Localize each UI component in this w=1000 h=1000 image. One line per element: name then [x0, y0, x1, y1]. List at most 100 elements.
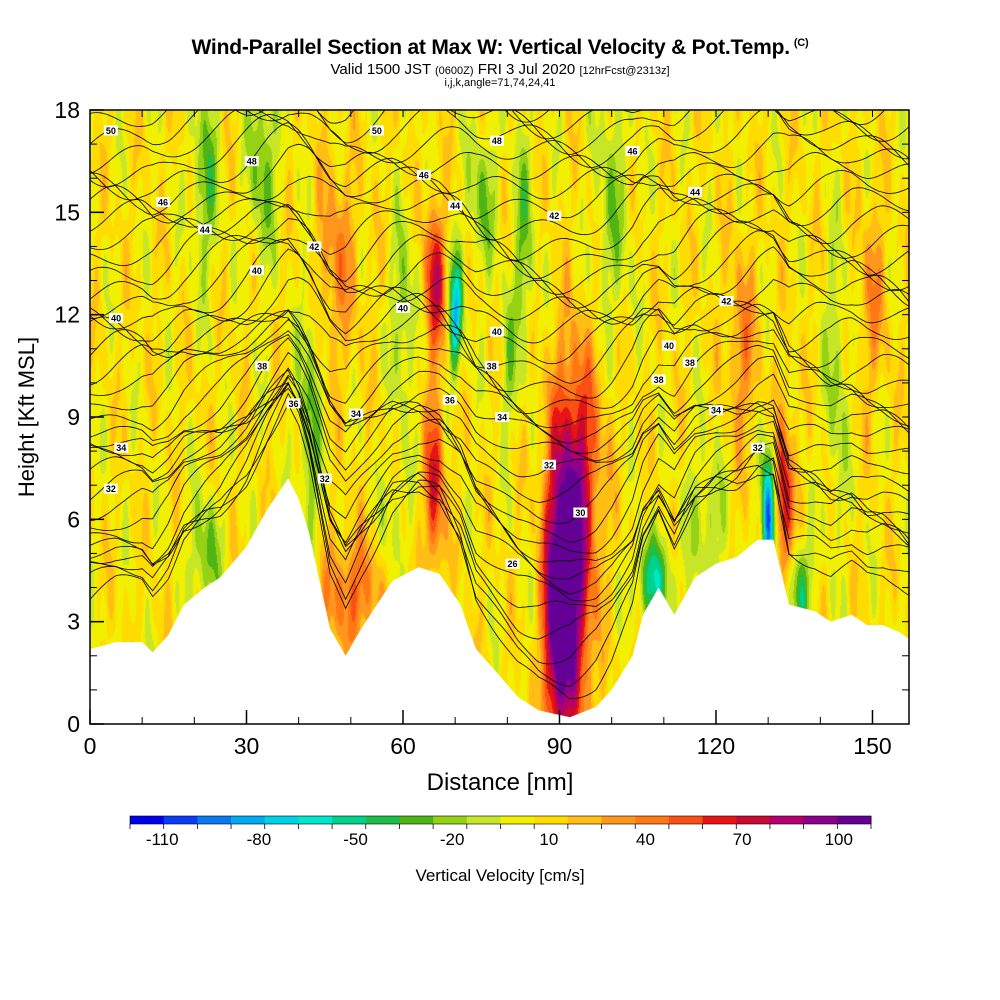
contour-label: 40 — [109, 313, 124, 324]
contour-label: 38 — [255, 360, 270, 371]
theta-contour-line — [90, 382, 909, 640]
contour-label-bg — [505, 558, 520, 569]
contour-label: 44 — [688, 186, 703, 197]
colorbar-tick-label: 40 — [636, 830, 655, 849]
colorbar-tick-label: -20 — [440, 830, 465, 849]
contour-label-bg — [197, 224, 212, 235]
contour-label-bg — [317, 473, 332, 484]
contour-label-bg — [156, 197, 171, 208]
y-axis-label: Height [Kft MSL] — [14, 337, 39, 497]
colorbar-tick-label: -110 — [146, 830, 179, 849]
chart-subtitle: Valid 1500 JST (0600Z) FRI 3 Jul 2020 [1… — [0, 61, 1000, 78]
contour-label: 40 — [662, 340, 677, 351]
y-tick-label: 0 — [67, 711, 80, 737]
contour-label-text: 40 — [252, 266, 262, 276]
contour-label: 50 — [369, 125, 384, 136]
colorbar-swatch — [433, 816, 468, 824]
contour-label-bg — [489, 326, 504, 337]
x-tick-label: 150 — [853, 733, 891, 759]
contour-label-bg — [448, 200, 463, 211]
colorbar-swatch — [264, 816, 299, 824]
colorbar-swatch — [365, 816, 400, 824]
subtitle-zulu: (0600Z) — [435, 65, 474, 77]
theta-contour-line — [90, 309, 909, 444]
colorbar: -110 -80 -50 -20 10 40 70 100 — [129, 815, 872, 849]
x-tick-label: 0 — [84, 733, 97, 759]
contour-label: 32 — [542, 459, 557, 470]
contour-label-text: 46 — [158, 198, 168, 208]
theta-contour-line — [90, 238, 909, 344]
contour-label-text: 30 — [575, 508, 585, 518]
contour-label: 32 — [750, 442, 765, 453]
contour-label-bg — [708, 405, 723, 416]
chart-subtitle-2: i,j,k,angle=71,74,24,41 — [444, 77, 556, 89]
theta-contour-line — [90, 277, 909, 384]
contour-label: 38 — [484, 360, 499, 371]
contour-label: 30 — [573, 507, 588, 518]
theta-contour-line — [90, 367, 909, 595]
contour-label-text: 44 — [450, 201, 460, 211]
theta-contour-line — [90, 387, 909, 554]
theta-contours — [90, 110, 909, 700]
theta-contour-line — [90, 376, 909, 602]
contour-label: 36 — [286, 398, 301, 409]
contour-label-text: 42 — [721, 297, 731, 307]
x-tick-label: 120 — [697, 733, 735, 759]
contour-label-bg — [542, 459, 557, 470]
contour-label-text: 40 — [111, 314, 121, 324]
colorbar-tick-label: 70 — [733, 830, 752, 849]
theta-contour-line — [90, 333, 909, 478]
theta-contour-line — [90, 374, 909, 543]
contour-label-text: 40 — [492, 327, 502, 337]
contour-label-text: 42 — [549, 211, 559, 221]
contour-label-text: 38 — [257, 361, 267, 371]
theta-contour-line — [90, 237, 909, 325]
theta-contour-line — [90, 143, 909, 220]
colorbar-tick-label: -80 — [247, 830, 272, 849]
theta-contour-line — [90, 197, 909, 279]
contour-label-text: 50 — [106, 126, 116, 136]
contour-label-bg — [573, 507, 588, 518]
theta-contour-line — [90, 382, 909, 563]
x-axis-label: Distance [nm] — [427, 769, 574, 796]
theta-contour-line — [90, 218, 909, 309]
contour-label-text: 46 — [628, 146, 638, 156]
contour-label-text: 32 — [106, 484, 116, 494]
colorbar-swatch — [736, 816, 771, 824]
contour-label-bg — [369, 125, 384, 136]
contour-label-bg — [625, 145, 640, 156]
title-mark: (C) — [793, 37, 809, 49]
contour-label-bg — [662, 340, 677, 351]
contour-label-bg — [109, 313, 124, 324]
contour-label: 32 — [317, 473, 332, 484]
contour-label: 34 — [708, 405, 723, 416]
y-tick-label: 18 — [54, 97, 80, 123]
contour-label: 48 — [489, 135, 504, 146]
contour-label-bg — [484, 360, 499, 371]
x-tick-label: 60 — [390, 733, 416, 759]
contour-label-text: 32 — [753, 443, 763, 453]
contour-label: 34 — [495, 412, 510, 423]
colorbar-swatch — [837, 816, 872, 824]
colorbar-swatch — [130, 816, 165, 824]
y-tick-label: 9 — [67, 404, 80, 430]
y-tick-label: 3 — [67, 609, 80, 635]
colorbar-swatch — [601, 816, 636, 824]
contour-label: 42 — [307, 241, 322, 252]
contour-label-bg — [244, 156, 259, 167]
contour-label: 32 — [103, 483, 118, 494]
theta-contour-line — [90, 402, 909, 700]
contour-label-bg — [103, 125, 118, 136]
theta-contour-line — [90, 122, 909, 201]
contour-label: 26 — [505, 558, 520, 569]
colorbar-tick-label: -50 — [343, 830, 368, 849]
contour-label: 36 — [442, 394, 457, 405]
contour-labels: 50 48 50 48 46 46 46 44 44 44 42 42 40 42 40 40 40 40 38 38… — [103, 125, 765, 569]
x-tick-label: 90 — [547, 733, 573, 759]
contour-label-text: 46 — [419, 170, 429, 180]
contour-label: 38 — [651, 374, 666, 385]
contour-label: 48 — [244, 156, 259, 167]
colorbar-swatch — [298, 816, 333, 824]
contour-label-text: 50 — [372, 126, 382, 136]
